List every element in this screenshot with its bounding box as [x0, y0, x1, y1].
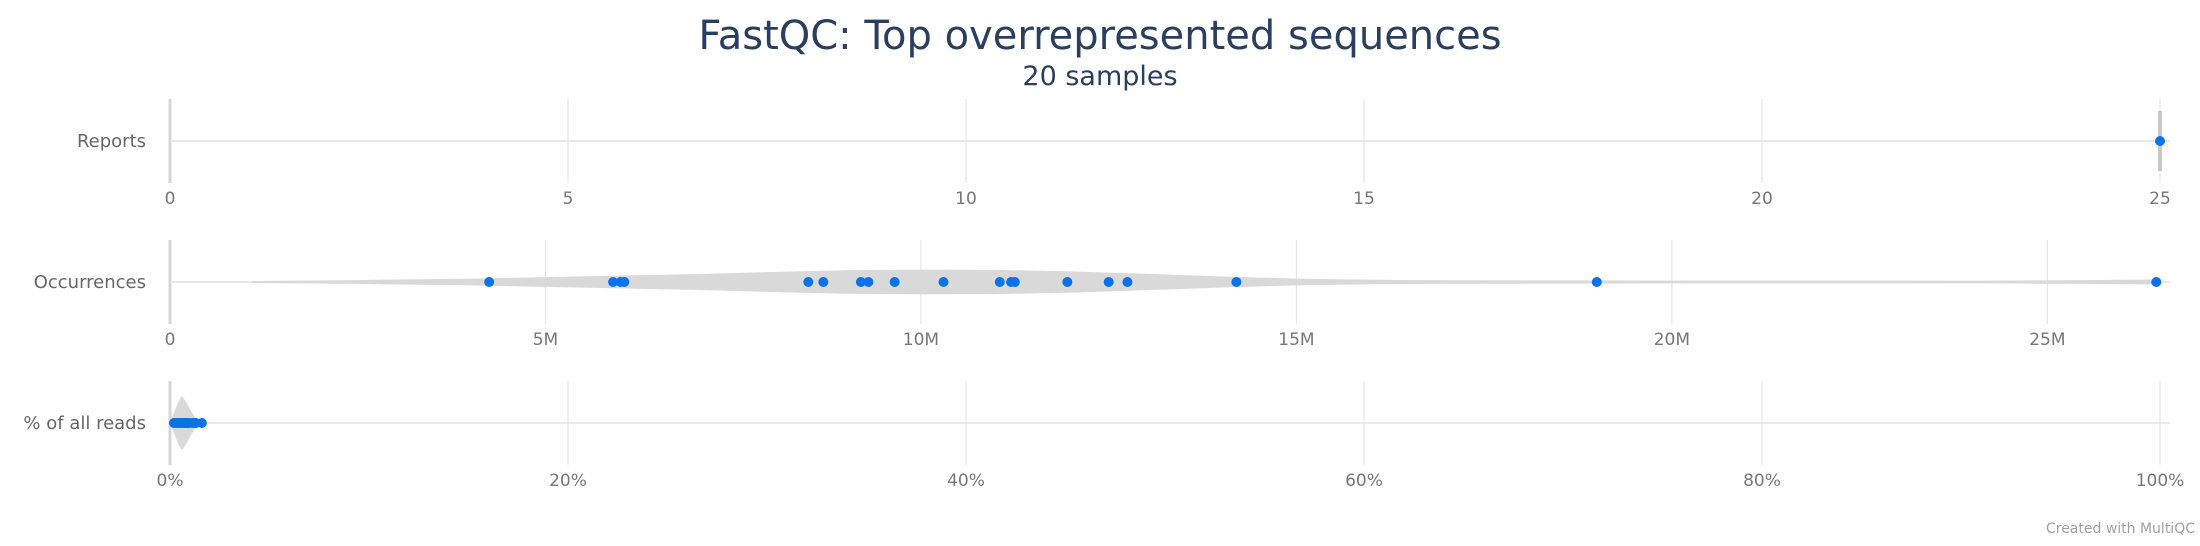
panel-label: Occurrences	[34, 272, 146, 293]
data-point[interactable]	[1591, 277, 1602, 287]
violin-shape	[251, 269, 2161, 295]
data-point[interactable]	[608, 277, 619, 287]
tick-label: 15	[1353, 189, 1375, 209]
chart-panels: Reports 0 5 10 15 20 25 Occurrences 0 5M 10M 15M 20M…	[23, 99, 2184, 491]
panel-label: Reports	[77, 131, 146, 152]
data-point[interactable]	[863, 277, 874, 287]
panel-label: % of all reads	[23, 413, 146, 434]
data-point[interactable]	[1062, 277, 1073, 287]
chart-subtitle: 20 samples	[1022, 61, 1177, 92]
tick-label: 80%	[1743, 471, 1781, 491]
data-point[interactable]	[994, 277, 1005, 287]
data-point[interactable]	[1103, 277, 1114, 287]
tick-label: 0	[165, 330, 176, 350]
tick-label: 10	[955, 189, 977, 209]
credit-label: Created with MultiQC	[2046, 521, 2195, 537]
tick-label: 100%	[2136, 471, 2185, 491]
tick-label: 15M	[1278, 330, 1314, 350]
data-point[interactable]	[1009, 277, 1020, 287]
data-point[interactable]	[2151, 277, 2162, 287]
data-point[interactable]	[1122, 277, 1133, 287]
tick-label: 5	[563, 189, 574, 209]
panel-1: Reports 0 5 10 15 20 25	[77, 99, 2171, 209]
data-point[interactable]	[484, 277, 495, 287]
tick-label: 25	[2149, 189, 2171, 209]
tick-label: 10M	[903, 330, 939, 350]
data-point[interactable]	[619, 277, 630, 287]
tick-label: 40%	[947, 471, 985, 491]
data-point[interactable]	[1231, 277, 1242, 287]
tick-label: 20M	[1654, 330, 1690, 350]
data-point[interactable]	[2155, 136, 2165, 146]
data-point[interactable]	[803, 277, 814, 287]
tick-label: 20%	[549, 471, 587, 491]
tick-label: 60%	[1345, 471, 1383, 491]
data-point[interactable]	[938, 277, 949, 287]
tick-label: 20	[1751, 189, 1773, 209]
tick-label: 0	[165, 189, 176, 209]
tick-label: 25M	[2029, 330, 2065, 350]
data-point[interactable]	[196, 418, 207, 428]
data-point[interactable]	[889, 277, 900, 287]
panel-3: % of all reads 0% 20% 40% 60% 80% 100%	[23, 381, 2184, 491]
data-point[interactable]	[818, 277, 829, 287]
data-point[interactable]	[855, 277, 866, 287]
panel-2: Occurrences 0 5M 10M 15M 20M 25M	[34, 240, 2170, 350]
tick-label: 5M	[533, 330, 558, 350]
tick-label: 0%	[157, 471, 184, 491]
chart-title: FastQC: Top overrepresented sequences	[698, 13, 1501, 59]
